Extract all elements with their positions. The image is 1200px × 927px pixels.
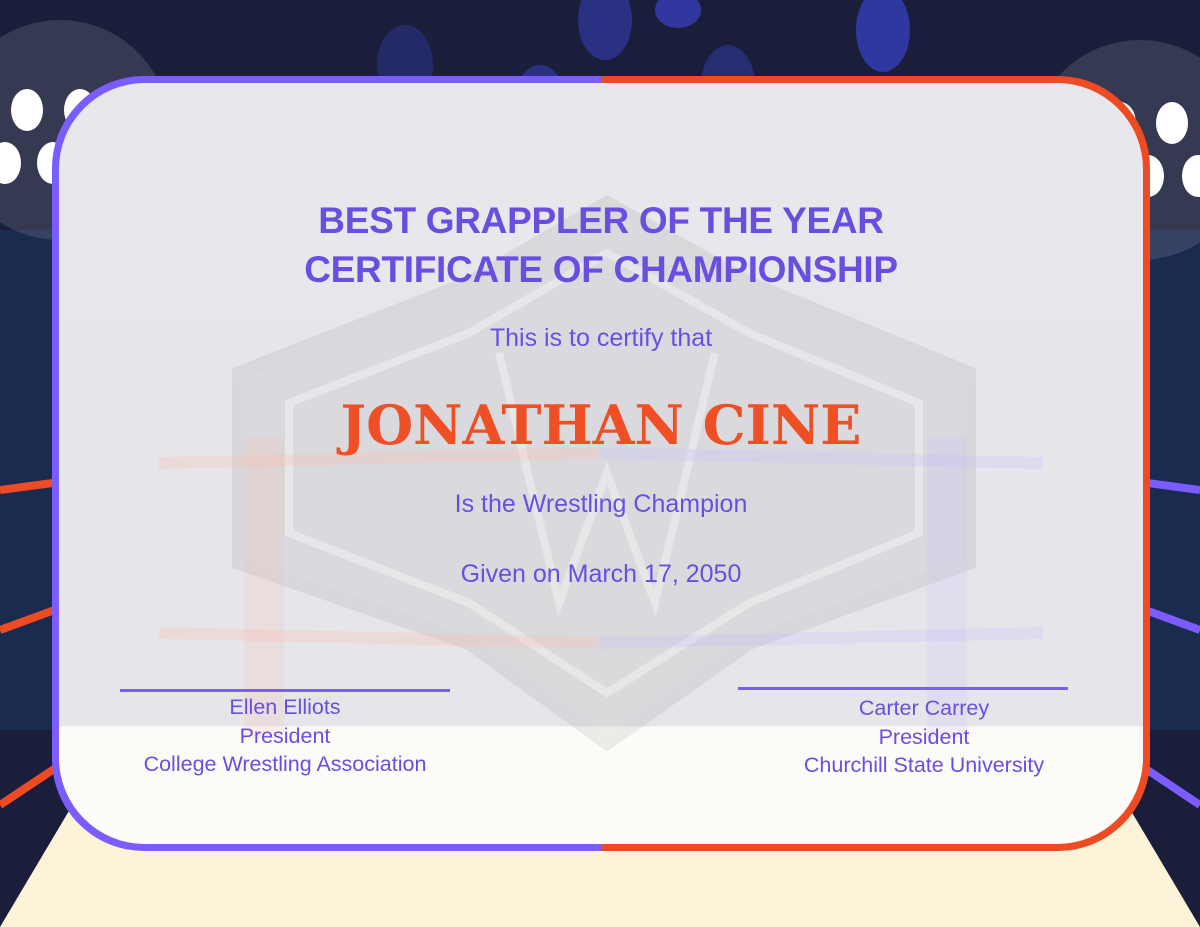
- signature-line: [120, 689, 450, 692]
- signatory-role: President: [878, 724, 970, 749]
- signatory-organization: College Wrestling Association: [143, 752, 427, 776]
- ring-ropes-right: [1137, 478, 1200, 809]
- title-line-1: BEST GRAPPLER OF THE YEAR: [318, 200, 884, 241]
- signature-line: [738, 687, 1068, 690]
- signatory-name: Carter Carrey: [858, 696, 990, 720]
- certificate-body: BEST GRAPPLER OF THE YEAR CERTIFICATE OF…: [59, 83, 1143, 844]
- crowd-shape: [655, 0, 701, 28]
- certificate-card: BEST GRAPPLER OF THE YEAR CERTIFICATE OF…: [52, 76, 1150, 851]
- signature-block-left: Ellen Elliots President College Wrestlin…: [120, 689, 450, 779]
- signatory-organization: Churchill State University: [803, 753, 1045, 777]
- award-text: Is the Wrestling Champion: [454, 490, 748, 518]
- intro-text: This is to certify that: [489, 324, 713, 352]
- signature-block-right: Carter Carrey President Churchill State …: [738, 687, 1068, 780]
- certificate-title: BEST GRAPPLER OF THE YEAR CERTIFICATE OF…: [59, 196, 1143, 294]
- crowd-shape: [578, 0, 632, 60]
- signatory-role: President: [239, 723, 331, 748]
- ring-ropes-left: [0, 478, 63, 809]
- crowd-shape: [856, 0, 910, 72]
- title-line-2: CERTIFICATE OF CHAMPIONSHIP: [304, 249, 898, 290]
- recipient-name: JONATHAN CINE: [340, 393, 862, 457]
- championship-belt-watermark: [158, 194, 1044, 752]
- signatory-name: Ellen Elliots: [229, 695, 341, 719]
- award-date: Given on March 17, 2050: [460, 560, 742, 588]
